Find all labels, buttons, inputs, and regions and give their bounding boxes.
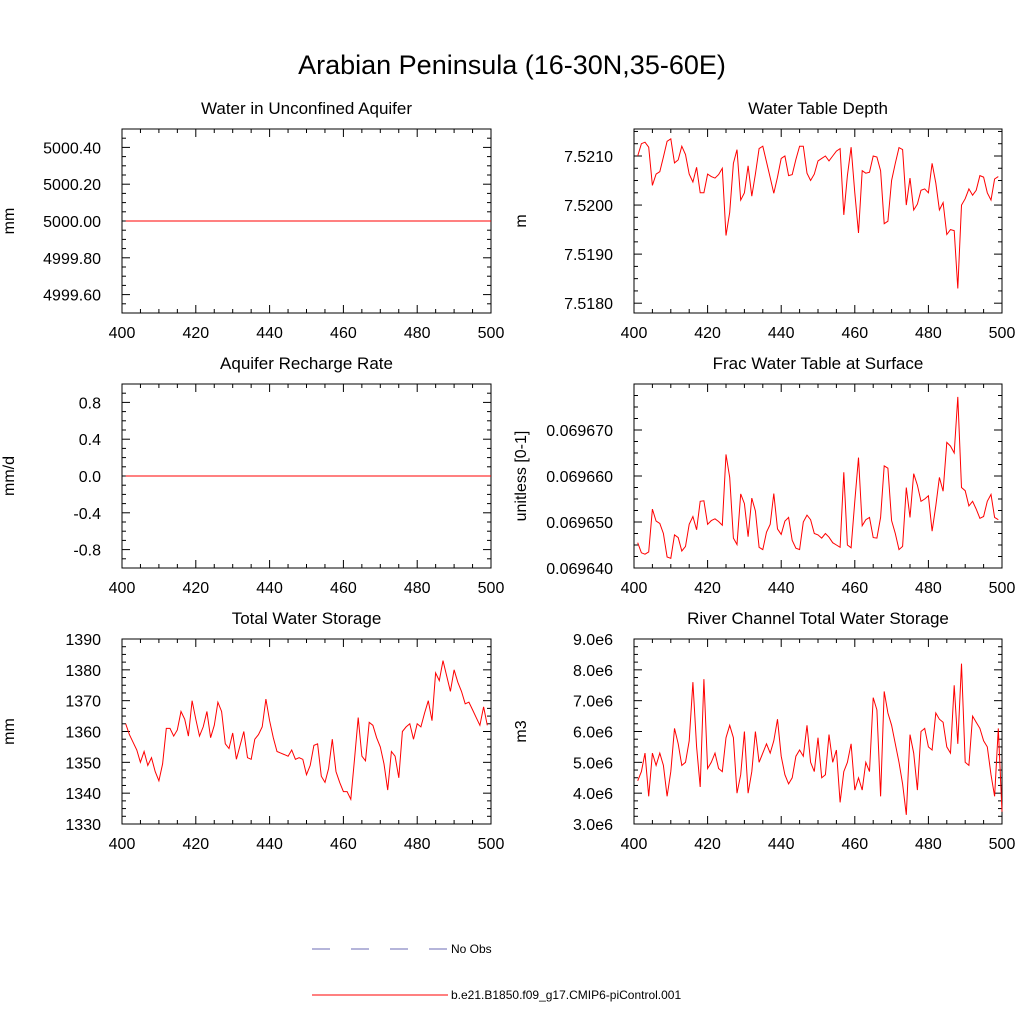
y-tick-label: 1360 <box>65 725 101 742</box>
y-tick-label: 0.4 <box>79 432 101 449</box>
x-tick-label: 440 <box>256 836 283 853</box>
panel-title: Aquifer Recharge Rate <box>220 354 393 373</box>
x-tick-label: 420 <box>694 325 721 342</box>
x-tick-label: 500 <box>989 836 1016 853</box>
y-tick-label: 7.5190 <box>564 247 613 264</box>
x-tick-label: 400 <box>109 836 136 853</box>
x-tick-label: 480 <box>915 580 942 597</box>
x-tick-label: 420 <box>694 580 721 597</box>
legend: No Obs b.e21.B1850.f09_g17.CMIP6-piContro… <box>312 942 681 1002</box>
x-tick-label: 420 <box>182 580 209 597</box>
y-tick-label: 0.069670 <box>546 423 613 440</box>
panel-title: River Channel Total Water Storage <box>687 609 949 628</box>
legend-label-series: b.e21.B1850.f09_g17.CMIP6-piControl.001 <box>451 988 681 1002</box>
y-tick-label: 4999.60 <box>43 288 101 305</box>
y-tick-label: 7.0e6 <box>573 694 613 711</box>
panel-4: Frac Water Table at Surface 400 420 440 460 4… <box>513 354 1015 597</box>
x-tick-label: 500 <box>478 836 505 853</box>
plot-frame <box>121 638 492 825</box>
panel-1: Water in Unconfined Aquifer 400 420 440 460 4… <box>1 99 504 342</box>
x-tick-label: 420 <box>182 836 209 853</box>
y-tick-label: 5000.40 <box>43 140 101 157</box>
panel-title: Total Water Storage <box>232 609 382 628</box>
panel-5: Total Water Storage 400 420 440 460 480 500 133… <box>1 609 504 853</box>
x-tick-label: 440 <box>768 580 795 597</box>
x-tick-label: 400 <box>621 580 648 597</box>
x-tick-label: 420 <box>694 836 721 853</box>
x-tick-label: 400 <box>109 580 136 597</box>
x-tick-label: 460 <box>330 836 357 853</box>
panel-2: Water Table Depth 400 420 440 460 480 500 7.518… <box>513 99 1015 342</box>
x-tick-label: 400 <box>621 325 648 342</box>
x-tick-label: 440 <box>256 580 283 597</box>
x-tick-label: 500 <box>989 580 1016 597</box>
y-tick-label: 4.0e6 <box>573 786 613 803</box>
plot-frame <box>633 383 1003 569</box>
x-tick-label: 480 <box>915 836 942 853</box>
y-tick-label: 5.0e6 <box>573 755 613 772</box>
plot-frame <box>633 128 1003 314</box>
x-tick-label: 460 <box>330 325 357 342</box>
y-tick-label: 1350 <box>65 755 101 772</box>
y-tick-label: -0.4 <box>73 506 101 523</box>
y-tick-label: 0.8 <box>79 395 101 412</box>
y-tick-label: 0.069650 <box>546 515 613 532</box>
x-tick-label: 480 <box>404 325 431 342</box>
x-tick-label: 460 <box>841 325 868 342</box>
y-tick-label: 8.0e6 <box>573 663 613 680</box>
x-tick-label: 460 <box>841 836 868 853</box>
x-tick-label: 400 <box>621 836 648 853</box>
y-tick-label: 0.069640 <box>546 561 613 578</box>
panel-title: Frac Water Table at Surface <box>713 354 924 373</box>
plot-frame <box>633 638 1003 825</box>
series-line <box>637 137 999 289</box>
y-tick-label: 9.0e6 <box>573 632 613 649</box>
x-tick-label: 480 <box>404 580 431 597</box>
x-tick-label: 460 <box>330 580 357 597</box>
y-tick-label: 1340 <box>65 786 101 803</box>
y-axis-label: mm <box>1 208 18 235</box>
x-tick-label: 400 <box>109 325 136 342</box>
y-tick-label: 5000.00 <box>43 214 101 231</box>
y-axis-label: m3 <box>513 720 530 742</box>
x-tick-label: 440 <box>768 325 795 342</box>
y-tick-label: 1390 <box>65 632 101 649</box>
x-tick-label: 460 <box>841 580 868 597</box>
y-axis-label: m <box>513 214 530 227</box>
legend-label-no-obs: No Obs <box>451 942 492 956</box>
x-tick-label: 500 <box>989 325 1016 342</box>
y-axis-label: mm <box>1 718 18 745</box>
x-tick-label: 480 <box>404 836 431 853</box>
x-tick-label: 420 <box>182 325 209 342</box>
y-tick-label: 3.0e6 <box>573 817 613 834</box>
y-tick-label: 7.5210 <box>564 149 613 166</box>
y-axis-label: mm/d <box>1 456 18 496</box>
panel-6: River Channel Total Water Storage 400 420 4… <box>513 609 1015 853</box>
x-tick-label: 440 <box>256 325 283 342</box>
y-tick-label: 5000.20 <box>43 177 101 194</box>
panel-3: Aquifer Recharge Rate 400 420 440 460 480 500 -… <box>1 354 504 597</box>
series-line <box>637 663 1003 815</box>
y-axis-label: unitless [0-1] <box>513 431 530 522</box>
x-tick-label: 440 <box>768 836 795 853</box>
y-tick-label: 4999.80 <box>43 251 101 268</box>
panel-title: Water Table Depth <box>748 99 888 118</box>
y-tick-label: 1370 <box>65 694 101 711</box>
y-tick-label: 1330 <box>65 817 101 834</box>
x-tick-label: 500 <box>478 580 505 597</box>
panel-title: Water in Unconfined Aquifer <box>201 99 412 118</box>
y-tick-label: 7.5200 <box>564 198 613 215</box>
main-title: Arabian Peninsula (16-30N,35-60E) <box>298 50 726 80</box>
y-tick-label: 7.5180 <box>564 296 613 313</box>
x-tick-label: 500 <box>478 325 505 342</box>
y-tick-label: -0.8 <box>73 543 101 560</box>
series-line <box>637 396 999 559</box>
y-tick-label: 0.069660 <box>546 469 613 486</box>
series-line <box>125 660 488 802</box>
y-tick-label: 0.0 <box>79 469 101 486</box>
y-tick-label: 6.0e6 <box>573 725 613 742</box>
x-tick-label: 480 <box>915 325 942 342</box>
y-tick-label: 1380 <box>65 663 101 680</box>
